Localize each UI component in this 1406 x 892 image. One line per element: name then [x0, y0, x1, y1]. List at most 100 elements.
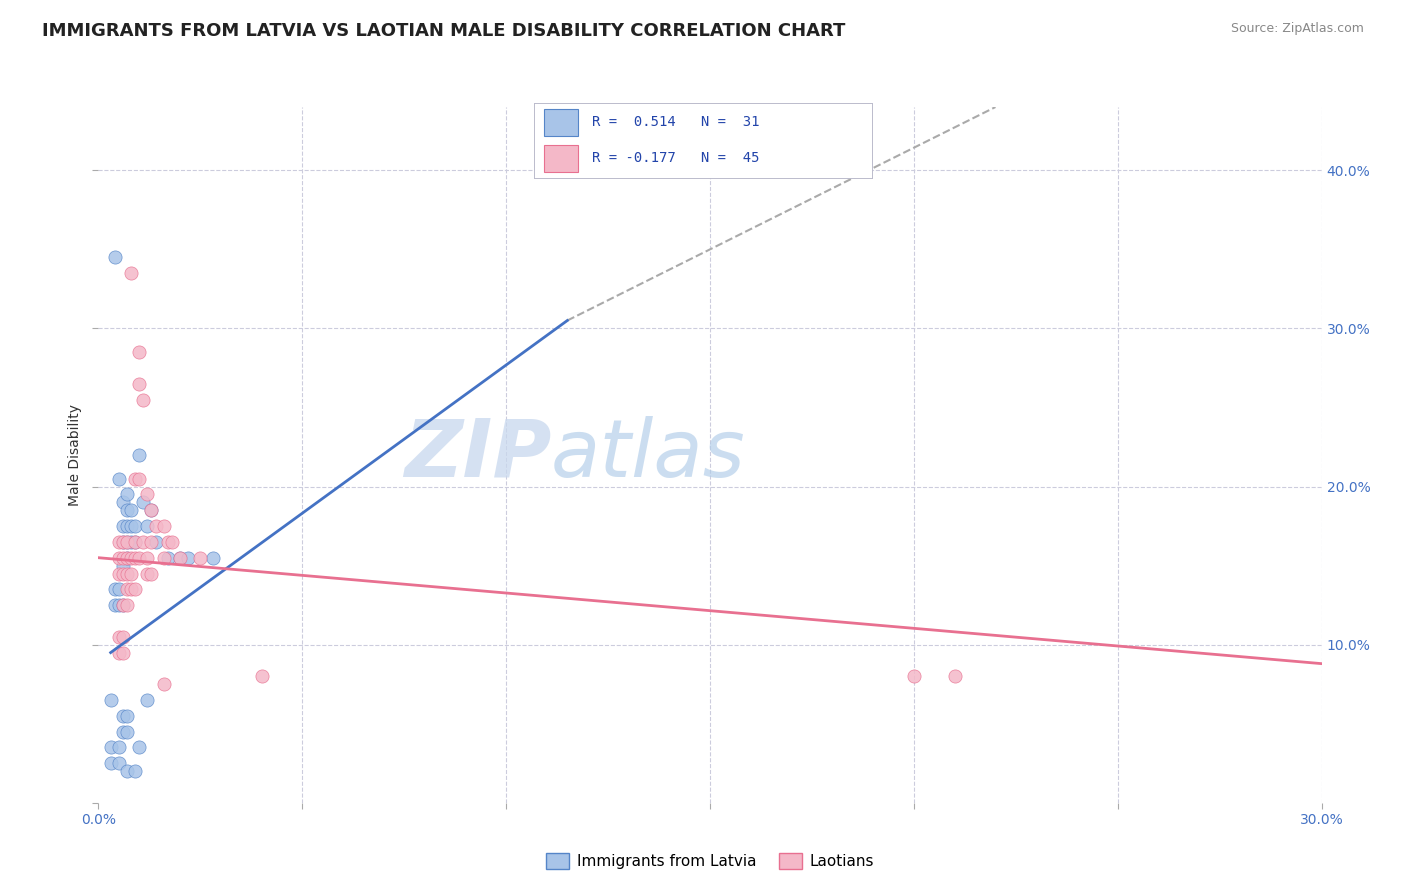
Point [124, 534, 146, 549]
Point [120, 534, 142, 549]
Point [108, 646, 131, 660]
Point [120, 503, 142, 517]
Point [111, 630, 134, 644]
Point [115, 598, 138, 612]
Point [136, 693, 159, 707]
Point [111, 566, 134, 581]
Point [100, 740, 122, 755]
Point [111, 550, 134, 565]
Point [145, 534, 167, 549]
Point [136, 566, 159, 581]
Point [115, 708, 138, 723]
Point [108, 756, 131, 771]
Point [169, 550, 191, 565]
Point [120, 582, 142, 597]
Y-axis label: Male Disability: Male Disability [69, 404, 83, 506]
Text: R =  0.514   N =  31: R = 0.514 N = 31 [592, 115, 759, 129]
Text: Source: ZipAtlas.com: Source: ZipAtlas.com [1230, 22, 1364, 36]
Point [115, 724, 138, 739]
Point [132, 495, 155, 509]
Point [156, 550, 179, 565]
Point [128, 345, 150, 359]
Point [128, 376, 150, 391]
FancyBboxPatch shape [544, 110, 578, 136]
Point [111, 598, 134, 612]
Point [111, 534, 134, 549]
Point [188, 550, 212, 565]
Point [132, 534, 155, 549]
Text: ZIP: ZIP [404, 416, 551, 494]
Point [141, 503, 163, 517]
Point [124, 472, 146, 486]
Point [108, 472, 131, 486]
Point [120, 550, 142, 565]
Point [115, 582, 138, 597]
Point [128, 472, 150, 486]
Point [100, 756, 122, 771]
Point [120, 266, 142, 280]
Point [108, 534, 131, 549]
Point [124, 519, 146, 533]
FancyBboxPatch shape [544, 145, 578, 171]
Point [111, 708, 134, 723]
Point [141, 534, 163, 549]
Point [156, 534, 179, 549]
Point [120, 566, 142, 581]
Point [115, 534, 138, 549]
Point [250, 669, 273, 683]
Text: IMMIGRANTS FROM LATVIA VS LAOTIAN MALE DISABILITY CORRELATION CHART: IMMIGRANTS FROM LATVIA VS LAOTIAN MALE D… [42, 22, 845, 40]
Point [124, 582, 146, 597]
Point [108, 740, 131, 755]
Point [115, 566, 138, 581]
Point [903, 669, 925, 683]
Point [111, 598, 134, 612]
Point [124, 550, 146, 565]
Point [104, 582, 127, 597]
Point [111, 495, 134, 509]
Point [111, 724, 134, 739]
Point [136, 519, 159, 533]
Point [169, 550, 191, 565]
Point [115, 519, 138, 533]
Point [108, 550, 131, 565]
Point [145, 519, 167, 533]
Point [177, 550, 200, 565]
Point [124, 534, 146, 549]
Point [120, 519, 142, 533]
Point [115, 534, 138, 549]
Point [128, 448, 150, 462]
Legend: Immigrants from Latvia, Laotians: Immigrants from Latvia, Laotians [540, 847, 880, 875]
Point [108, 566, 131, 581]
Point [160, 534, 183, 549]
Point [128, 740, 150, 755]
Point [104, 250, 127, 264]
Point [111, 646, 134, 660]
Point [115, 550, 138, 565]
Point [111, 519, 134, 533]
Point [108, 582, 131, 597]
Point [152, 519, 174, 533]
Point [115, 487, 138, 501]
Text: R = -0.177   N =  45: R = -0.177 N = 45 [592, 151, 759, 165]
Point [115, 503, 138, 517]
Point [108, 598, 131, 612]
Point [141, 503, 163, 517]
Text: atlas: atlas [551, 416, 745, 494]
Point [141, 566, 163, 581]
Point [124, 764, 146, 779]
Point [201, 550, 224, 565]
Point [128, 550, 150, 565]
Point [152, 677, 174, 691]
Point [104, 598, 127, 612]
Point [136, 487, 159, 501]
Point [136, 550, 159, 565]
Point [152, 550, 174, 565]
Point [132, 392, 155, 407]
Point [108, 630, 131, 644]
Point [115, 764, 138, 779]
Point [943, 669, 966, 683]
Point [115, 550, 138, 565]
Point [111, 558, 134, 573]
Point [100, 693, 122, 707]
Point [111, 534, 134, 549]
